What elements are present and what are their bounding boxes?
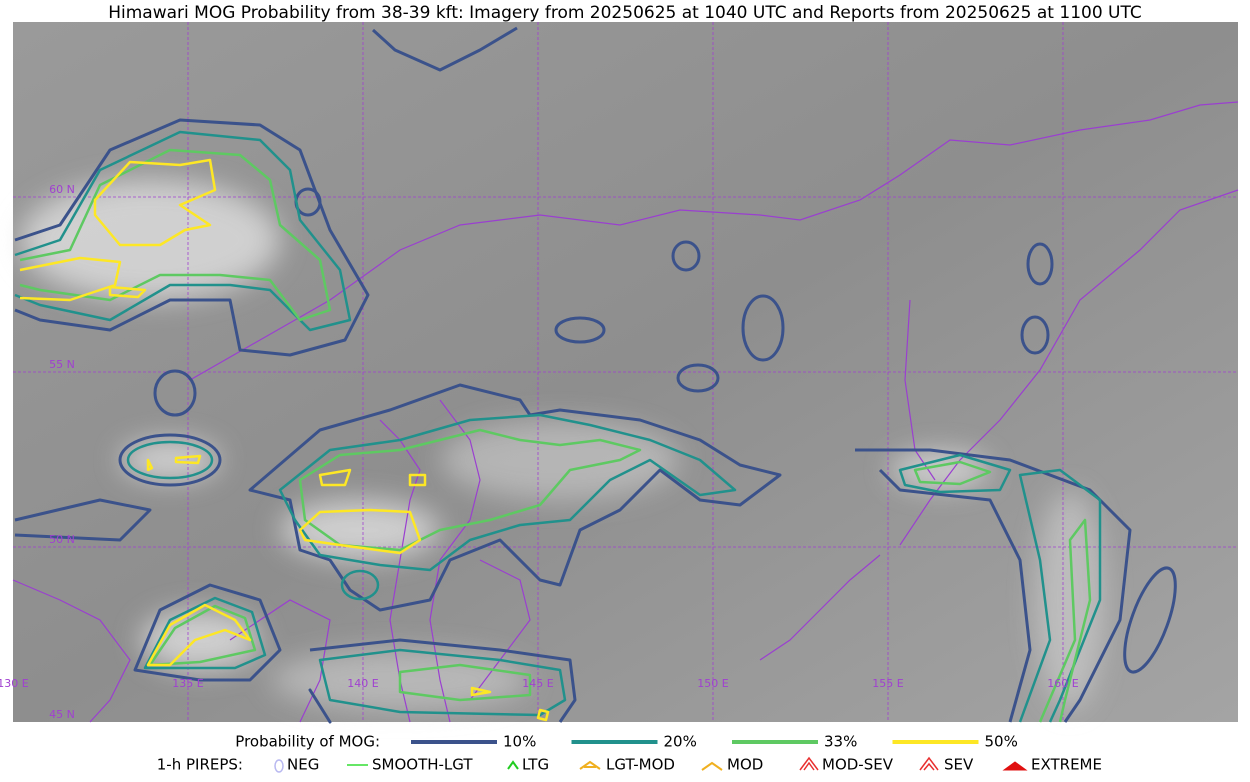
- lon-label: 135 E: [172, 677, 203, 690]
- contour-10: [308, 638, 577, 724]
- contour-20: [14, 130, 352, 332]
- lon-label: 150 E: [697, 677, 728, 690]
- pirep-icon: [919, 756, 939, 771]
- lon-label: 155 E: [872, 677, 903, 690]
- pirep-icon: [799, 756, 819, 771]
- legend-label: 20%: [664, 733, 697, 751]
- contour-20: [126, 440, 214, 480]
- contour-50: [146, 454, 550, 722]
- legend: Probability of MOG: 1-h PIREPS: 10% 20% 33…: [157, 733, 1102, 774]
- contour-50: [19, 158, 217, 302]
- pirep-label: LGT-MOD: [606, 756, 675, 774]
- contour-33: [19, 148, 332, 322]
- title: Himawari MOG Probability from 38-39 kft:…: [108, 3, 1142, 23]
- contour-20: [340, 569, 380, 601]
- contour-20: [278, 413, 737, 572]
- pirep-label: NEG: [287, 756, 319, 774]
- pirep-icon: [507, 760, 519, 770]
- pirep-title: 1-h PIREPS:: [157, 756, 243, 774]
- pirep-label: SMOOTH-LGT: [372, 756, 473, 774]
- lat-label: 60 N: [49, 183, 75, 196]
- lat-label: 45 N: [49, 708, 75, 721]
- contour-10: [118, 433, 222, 487]
- contour-10: [133, 583, 282, 682]
- legend-title: Probability of MOG:: [235, 733, 380, 751]
- lon-label: 130 E: [0, 677, 29, 690]
- pirep-icon: [274, 759, 284, 773]
- coastlines: [12, 101, 1239, 723]
- pirep-icon: [1002, 761, 1028, 771]
- legend-label: 50%: [985, 733, 1018, 751]
- contour-20: [143, 596, 267, 670]
- contour-10: [1020, 315, 1050, 355]
- contour-10: [153, 369, 197, 417]
- contour-10: [1123, 566, 1177, 674]
- pirep-icon: [579, 760, 601, 770]
- contour-33: [148, 604, 257, 667]
- legend-label: 10%: [503, 733, 536, 751]
- contour-10: [14, 118, 370, 357]
- lon-label: 160 E: [1047, 677, 1078, 690]
- contour-10: [741, 294, 785, 362]
- contour-10: [671, 240, 701, 272]
- contour-10: [248, 383, 782, 612]
- pirep-label: MOD-SEV: [822, 756, 894, 774]
- lon-label: 145 E: [522, 677, 553, 690]
- lon-label: 140 E: [347, 677, 378, 690]
- contour-10: [1026, 242, 1054, 286]
- contour-10: [371, 26, 518, 72]
- contour-10: [676, 363, 720, 393]
- contour-50: [298, 468, 427, 555]
- contour-10: [554, 316, 606, 344]
- contour-20: [318, 648, 567, 717]
- contour-33: [913, 460, 1092, 723]
- lat-label: 55 N: [49, 358, 75, 371]
- pirep-label: EXTREME: [1031, 756, 1102, 774]
- contour-10: [855, 448, 1132, 723]
- pirep-icon: [701, 761, 723, 771]
- pirep-label: SEV: [944, 756, 974, 774]
- pirep-label: MOD: [727, 756, 763, 774]
- contour-33: [298, 428, 642, 552]
- lat-label: 50 N: [49, 533, 75, 546]
- map: 130 E 135 E 140 E 145 E 150 E 155 E 160 E 60 N 5…: [0, 22, 1239, 724]
- legend-label: 33%: [824, 733, 857, 751]
- contour-33: [398, 663, 532, 702]
- pirep-label: LTG: [522, 756, 549, 774]
- contour-10: [14, 498, 152, 542]
- contours: [14, 26, 1177, 724]
